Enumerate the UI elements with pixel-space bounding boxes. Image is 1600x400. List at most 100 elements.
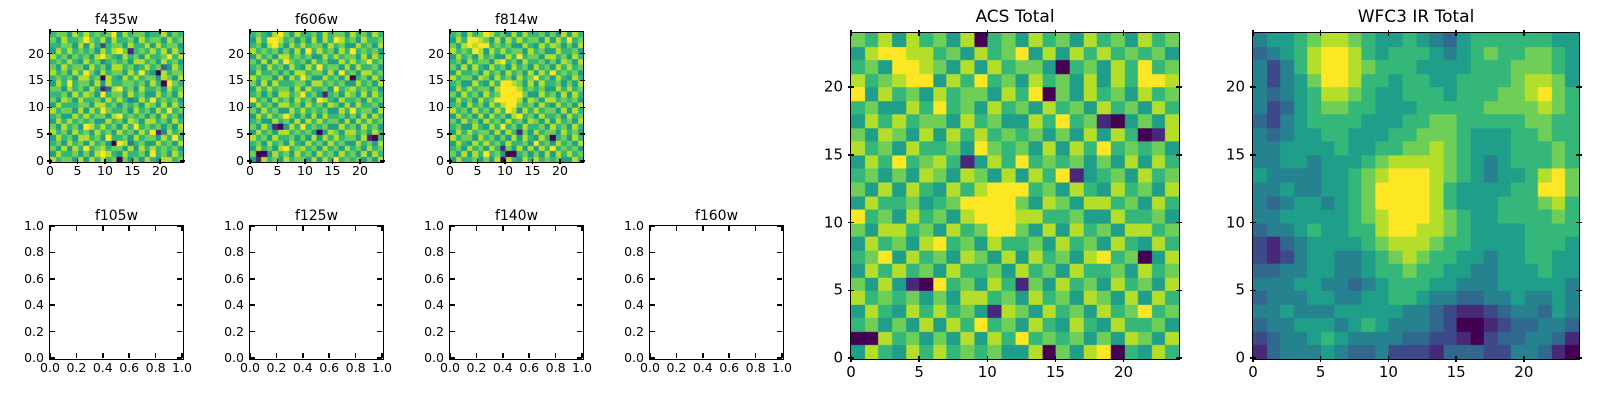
y-tick-label: 10: [823, 213, 843, 232]
x-tick-label: 0: [46, 163, 54, 178]
x-tick-label: 0.0: [240, 360, 260, 375]
x-axis-tick: [675, 226, 678, 231]
x-axis-tick: [49, 353, 51, 358]
x-axis-tick: [581, 226, 583, 231]
y-tick-label: 0.6: [624, 270, 644, 286]
y-axis-tick: [450, 251, 455, 254]
x-axis-tick: [181, 353, 183, 358]
y-tick-label: 0.6: [424, 270, 444, 286]
x-axis-tick: [104, 159, 106, 164]
y-axis-tick: [447, 79, 452, 82]
x-axis-tick: [528, 226, 530, 231]
x-axis-tick: [1252, 30, 1254, 36]
x-axis-tick: [675, 353, 678, 358]
y-tick-label: 15: [1225, 145, 1245, 164]
y-tick-label: 0.8: [424, 244, 444, 260]
y-axis-tick: [250, 357, 255, 359]
y-axis-tick: [577, 357, 582, 359]
x-axis-tick: [475, 226, 478, 231]
y-axis-tick: [777, 251, 782, 254]
y-axis-tick: [377, 278, 382, 280]
y-tick-label: 0: [436, 152, 444, 168]
y-tick-label: 20: [1225, 77, 1245, 96]
y-axis-tick: [1576, 221, 1582, 224]
x-axis-tick: [49, 226, 51, 231]
x-axis-tick: [531, 29, 534, 34]
x-axis-tick: [918, 356, 920, 362]
y-axis-tick: [380, 133, 385, 135]
y-axis-tick: [247, 52, 252, 55]
x-axis-tick: [354, 353, 357, 358]
x-axis-tick: [249, 353, 251, 358]
x-tick-label: 0.6: [119, 360, 140, 375]
y-axis-tick: [650, 304, 655, 306]
y-axis-tick: [47, 52, 52, 55]
y-tick-label: 0: [833, 348, 843, 367]
x-tick-label: 0.6: [719, 360, 740, 375]
y-axis-tick: [577, 330, 582, 333]
y-tick-label: 1.0: [424, 217, 444, 233]
x-axis-tick: [75, 353, 78, 358]
x-axis-tick: [249, 226, 251, 231]
y-axis-tick: [580, 79, 585, 82]
heatmap-image-acs-total: [851, 33, 1179, 359]
x-tick-label: 0.4: [292, 360, 313, 375]
x-axis-tick: [354, 226, 357, 231]
x-axis-tick: [1387, 30, 1390, 36]
y-axis-tick: [848, 86, 854, 88]
subplot-f814w: f814w 0 5 10 15 20 0 5 10 15 20: [428, 12, 585, 177]
y-tick-label: 0.4: [24, 296, 44, 312]
y-axis-tick: [450, 304, 455, 306]
y-axis-tick: [1250, 221, 1256, 224]
x-tick-label: 20: [1113, 363, 1134, 381]
y-tick-label: 0.2: [424, 323, 444, 339]
x-axis-tick: [331, 159, 334, 164]
heatmap-image-f435w: [50, 32, 183, 162]
y-axis-tick: [377, 304, 382, 306]
x-tick-label: 5: [914, 363, 924, 381]
y-axis-tick: [1576, 86, 1582, 88]
y-axis-tick: [1250, 154, 1256, 156]
x-axis-tick: [131, 29, 134, 34]
subplot-f606w: f606w 0 5 10 15 20 0 5 10 15 20: [228, 12, 385, 177]
y-axis-tick: [577, 304, 582, 306]
x-axis-tick: [1122, 356, 1125, 362]
x-axis-tick: [154, 226, 157, 231]
y-tick-label: 20: [228, 45, 244, 61]
x-tick-label: 0.0: [40, 360, 60, 375]
y-tick-label: 5: [36, 125, 44, 141]
y-tick-label: 0.4: [624, 296, 644, 312]
y-axis-tick: [1576, 289, 1582, 292]
y-axis-tick: [250, 304, 255, 306]
y-tick-label: 1.0: [24, 217, 44, 233]
y-axis-tick: [250, 225, 255, 227]
x-axis-tick: [1319, 30, 1322, 36]
y-axis-tick: [180, 52, 185, 55]
x-axis-tick: [781, 353, 783, 358]
subplot-f105w: f105w 0.0 0.2 0.4 0.6 0.8 1.0 0.0 0.2 0.4 0.6 0.8 1…: [24, 208, 192, 374]
y-axis-tick: [1250, 86, 1256, 88]
y-axis-tick: [1576, 154, 1582, 156]
x-tick-label: 0.4: [92, 360, 113, 375]
x-tick-label: 15: [1446, 363, 1466, 381]
x-axis-tick: [702, 353, 704, 358]
x-axis-tick: [1122, 30, 1125, 36]
x-tick-label: 1.0: [372, 360, 392, 375]
x-tick-label: 15: [524, 163, 541, 178]
plot-title-f140w: f140w: [494, 207, 539, 224]
y-axis-tick: [47, 106, 52, 108]
subplot-acs-total: ACS Total 0 5 10 15 20 0 5 10 15 20: [824, 8, 1182, 380]
plot-title-f125w: f125w: [294, 207, 339, 224]
x-tick-label: 10: [1378, 363, 1398, 381]
x-axis-tick: [1455, 30, 1457, 36]
x-axis-tick: [302, 353, 304, 358]
x-axis-tick: [702, 226, 704, 231]
y-axis-tick: [47, 133, 52, 135]
x-axis-tick: [1252, 356, 1254, 362]
y-axis-tick: [380, 160, 385, 162]
x-axis-tick: [304, 159, 306, 164]
x-axis-tick: [449, 29, 451, 34]
x-axis-tick: [275, 353, 278, 358]
x-tick-label: 0: [446, 163, 454, 178]
